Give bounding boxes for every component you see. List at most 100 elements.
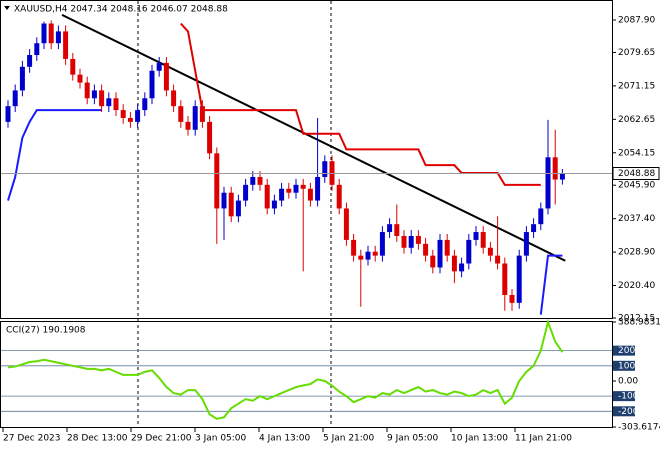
candle-body — [451, 255, 457, 272]
candle-body — [487, 247, 493, 256]
last-price-box — [612, 167, 660, 181]
candle-body — [401, 235, 407, 248]
candle-body — [84, 82, 90, 99]
candle-body — [437, 239, 443, 268]
candle-body — [127, 117, 133, 122]
candle-body — [559, 173, 565, 180]
candle-body — [430, 255, 436, 268]
candle-body — [91, 90, 97, 99]
y-tick-label: 100 — [618, 361, 635, 371]
main-header: XAUUSD,H4 2047.34 2048.16 2046.07 2048.8… — [14, 5, 228, 15]
candle-body — [63, 31, 69, 59]
level-label-box — [613, 406, 635, 417]
candle-body — [336, 184, 342, 209]
x-tick-label: 10 Jan 13:00 — [451, 434, 508, 444]
candle-body — [142, 98, 148, 111]
candle-body — [502, 263, 508, 295]
y-tick-label: 2045.90 — [618, 181, 655, 191]
candle-body — [12, 90, 18, 107]
candle-body — [250, 176, 256, 185]
candle-body — [286, 188, 292, 193]
y-tick-label: 2054.15 — [618, 148, 655, 158]
candle-body — [473, 232, 479, 240]
x-tick-label: 5 Jan 21:00 — [323, 434, 375, 444]
y-tick-label: 200 — [618, 346, 635, 356]
candle-body — [466, 239, 472, 264]
candle-body — [372, 251, 378, 256]
y-tick-label: 2062.65 — [618, 115, 655, 125]
y-tick-label: -100 — [618, 392, 639, 402]
candle-body — [480, 232, 486, 248]
candle-body — [257, 176, 263, 185]
candle-body — [185, 121, 191, 130]
candle-body — [387, 224, 393, 233]
candle-body — [228, 192, 234, 217]
x-tick-label: 4 Jan 13:00 — [259, 434, 311, 444]
level-label-box — [613, 345, 635, 356]
level-label-box — [613, 391, 635, 402]
candle-body — [106, 98, 112, 107]
x-tick-label: 28 Dec 13:00 — [67, 434, 128, 444]
candle-body — [171, 90, 177, 107]
candle-body — [55, 31, 61, 44]
x-tick-label: 29 Dec 21:00 — [131, 434, 192, 444]
candle-body — [214, 153, 220, 209]
candle-body — [70, 58, 76, 75]
candle-body — [408, 235, 414, 248]
candle-body — [459, 263, 465, 272]
candle-body — [221, 192, 227, 209]
y-tick-label: 0.00 — [618, 376, 638, 386]
candle-body — [27, 55, 33, 67]
candle-body — [113, 98, 119, 111]
candle-body — [199, 106, 205, 122]
candle-body — [423, 243, 429, 256]
candle-body — [271, 200, 277, 209]
x-tick-label: 11 Jan 21:00 — [515, 434, 572, 444]
indicator-line — [7, 318, 564, 420]
y-tick-label: -200 — [618, 407, 639, 417]
candle-body — [509, 294, 515, 303]
candle-body — [163, 62, 169, 91]
candle-body — [322, 161, 328, 177]
candle-body — [178, 106, 184, 122]
candle-body — [300, 184, 306, 189]
candle-body — [19, 66, 25, 91]
candle-body — [120, 110, 126, 118]
candle-body — [207, 121, 213, 154]
candle-body — [41, 23, 47, 44]
y-tick-label: 2012.15 — [618, 314, 655, 324]
collapse-icon[interactable] — [4, 6, 10, 10]
level-label-box — [613, 360, 635, 371]
candle-body — [394, 224, 400, 236]
x-tick-label: 27 Dec 2023 — [3, 434, 61, 444]
candle-body — [444, 239, 450, 256]
candle-body — [358, 255, 364, 260]
candle-body — [135, 110, 141, 122]
candle-body — [365, 251, 371, 260]
candle-body — [315, 176, 321, 201]
y-tick-label: 2071.15 — [618, 81, 655, 91]
candle-body — [379, 232, 385, 256]
candle-body — [545, 157, 551, 209]
y-tick-label: 2037.40 — [618, 214, 655, 224]
candle-body — [552, 157, 558, 180]
candle-body — [516, 255, 522, 303]
y-tick-label: 2020.40 — [618, 281, 655, 291]
candle-body — [495, 255, 501, 264]
y-tick-label: -303.6174 — [618, 423, 660, 433]
candle-body — [77, 74, 83, 83]
y-tick-label: 2079.65 — [618, 48, 655, 58]
candle-body — [531, 224, 537, 233]
candle-body — [5, 106, 11, 122]
candle-body — [293, 184, 299, 193]
x-tick-label: 9 Jan 05:00 — [387, 434, 439, 444]
cci-header: CCI(27) 190.1908 — [6, 326, 86, 336]
candle-body — [34, 43, 40, 56]
indicator-line — [7, 109, 563, 315]
candle-body — [538, 208, 544, 225]
trendline — [61, 13, 566, 262]
candle-body — [415, 235, 421, 244]
candle-body — [243, 184, 249, 201]
